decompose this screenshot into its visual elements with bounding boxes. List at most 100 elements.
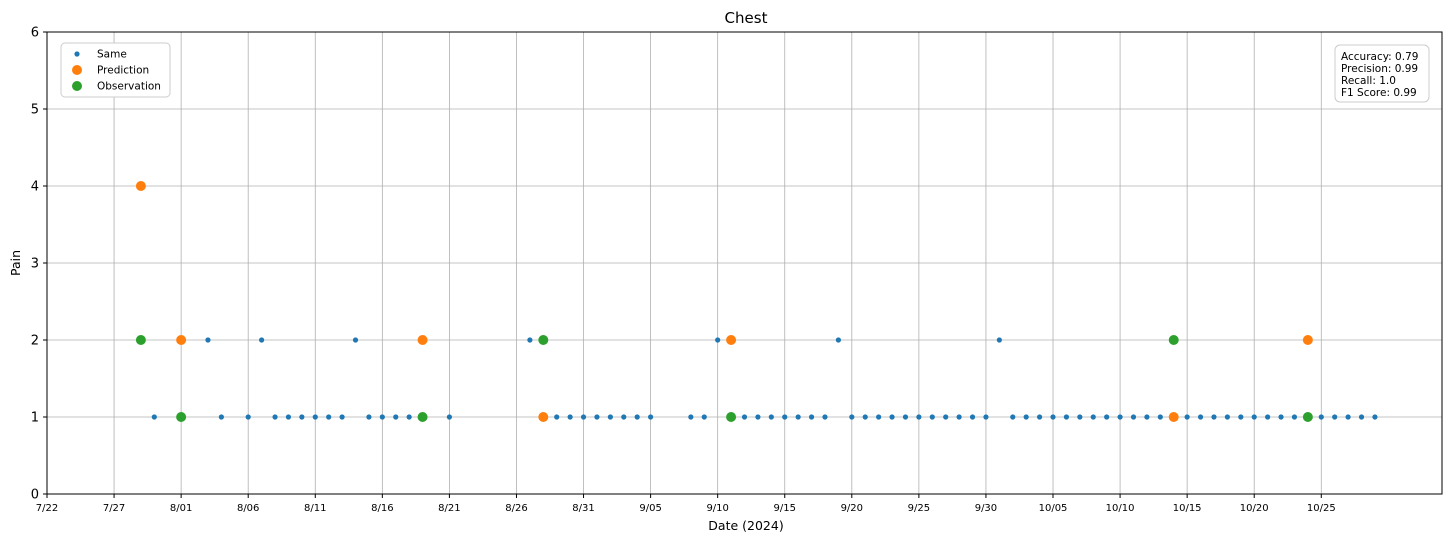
same-point bbox=[862, 414, 868, 420]
legend-label-same: Same bbox=[97, 49, 127, 61]
x-tick-label: 10/25 bbox=[1307, 503, 1336, 514]
same-point bbox=[1265, 414, 1271, 420]
same-point bbox=[1050, 414, 1056, 420]
same-point bbox=[715, 337, 721, 343]
same-point bbox=[1211, 414, 1217, 420]
y-tick-label: 4 bbox=[31, 180, 39, 195]
observation-point bbox=[1168, 335, 1179, 345]
chart-title: Chest bbox=[725, 9, 768, 27]
x-tick-label: 9/05 bbox=[639, 503, 661, 514]
same-point bbox=[527, 337, 533, 343]
observation-point bbox=[1302, 412, 1313, 422]
same-point bbox=[1318, 414, 1324, 420]
same-point bbox=[795, 414, 801, 420]
legend: Same Prediction Observation bbox=[60, 42, 171, 98]
x-tick-label: 8/26 bbox=[505, 503, 527, 514]
same-point bbox=[688, 414, 694, 420]
same-point bbox=[782, 414, 788, 420]
y-axis-label: Pain bbox=[8, 250, 23, 276]
same-point bbox=[983, 414, 989, 420]
same-point bbox=[1291, 414, 1298, 420]
observation-point bbox=[538, 335, 549, 345]
same-point bbox=[1144, 414, 1150, 420]
prediction-point bbox=[538, 412, 549, 422]
same-point bbox=[621, 414, 627, 420]
observation-point bbox=[135, 335, 146, 345]
same-point bbox=[151, 414, 157, 420]
x-tick-label: 8/11 bbox=[304, 503, 326, 514]
same-point bbox=[1036, 414, 1043, 420]
same-point bbox=[272, 414, 278, 420]
x-tick-label: 9/15 bbox=[774, 503, 796, 514]
same-point bbox=[352, 337, 359, 343]
same-point bbox=[876, 414, 882, 420]
same-point bbox=[1278, 414, 1284, 420]
prediction-point bbox=[135, 181, 146, 191]
x-tick-label: 8/21 bbox=[438, 503, 460, 514]
axis-ticks: 7/22 7/27 8/01 8/06 8/11 8/16 8/21 8/26 8/31 9/05… bbox=[31, 26, 1336, 515]
same-point bbox=[326, 414, 332, 420]
legend-label-observation: Observation bbox=[97, 81, 161, 93]
x-tick-label: 10/10 bbox=[1106, 503, 1135, 514]
same-point bbox=[285, 414, 292, 420]
data-points bbox=[135, 181, 1378, 422]
same-point bbox=[996, 337, 1002, 343]
same-point bbox=[580, 414, 587, 420]
x-tick-label: 8/31 bbox=[572, 503, 594, 514]
y-tick-label: 6 bbox=[31, 26, 39, 41]
same-point bbox=[943, 414, 949, 420]
prediction-point bbox=[176, 335, 187, 345]
y-tick-label: 2 bbox=[31, 334, 39, 349]
grid bbox=[46, 31, 1442, 495]
same-point bbox=[902, 414, 909, 420]
same-point bbox=[835, 337, 841, 343]
x-tick-label: 7/22 bbox=[36, 503, 58, 514]
same-point bbox=[1023, 414, 1029, 420]
metric-line: F1 Score: 0.99 bbox=[1341, 87, 1417, 99]
metric-line: Precision: 0.99 bbox=[1341, 63, 1418, 75]
same-point bbox=[956, 414, 962, 420]
y-tick-label: 1 bbox=[31, 411, 39, 426]
x-tick-label: 10/05 bbox=[1039, 503, 1068, 514]
x-tick-label: 7/27 bbox=[103, 503, 125, 514]
same-point bbox=[446, 414, 453, 420]
same-point bbox=[393, 414, 399, 420]
same-point bbox=[312, 414, 318, 420]
metric-line: Accuracy: 0.79 bbox=[1341, 51, 1418, 63]
same-point bbox=[1117, 414, 1123, 420]
same-point bbox=[205, 337, 211, 343]
same-point bbox=[339, 414, 345, 420]
legend-marker-observation bbox=[72, 81, 82, 91]
same-point bbox=[594, 414, 600, 420]
legend-marker-prediction bbox=[72, 65, 82, 75]
legend-marker-same bbox=[74, 51, 80, 57]
same-point bbox=[567, 414, 573, 420]
legend-label-prediction: Prediction bbox=[97, 65, 149, 77]
same-point bbox=[554, 414, 560, 420]
same-point bbox=[808, 414, 815, 420]
same-point bbox=[1184, 414, 1190, 420]
same-point bbox=[1130, 414, 1137, 420]
same-point bbox=[218, 414, 224, 420]
same-point bbox=[701, 414, 707, 420]
same-point bbox=[1104, 414, 1110, 420]
y-tick-label: 3 bbox=[31, 257, 39, 272]
x-tick-label: 8/01 bbox=[170, 503, 192, 514]
x-tick-label: 8/06 bbox=[237, 503, 259, 514]
observation-point bbox=[726, 412, 737, 422]
y-tick-label: 0 bbox=[31, 488, 39, 503]
x-tick-label: 10/20 bbox=[1240, 503, 1269, 514]
same-point bbox=[1157, 414, 1163, 420]
y-tick-label: 5 bbox=[31, 103, 39, 118]
same-point bbox=[822, 414, 828, 420]
same-point bbox=[969, 414, 976, 420]
same-point bbox=[1251, 414, 1257, 420]
metric-line: Recall: 1.0 bbox=[1341, 75, 1396, 87]
same-point bbox=[1372, 414, 1378, 420]
x-tick-label: 10/15 bbox=[1173, 503, 1202, 514]
same-point bbox=[1063, 414, 1070, 420]
same-point bbox=[1224, 414, 1230, 420]
same-point bbox=[245, 414, 251, 420]
same-point bbox=[916, 414, 922, 420]
x-tick-label: 9/10 bbox=[706, 503, 728, 514]
